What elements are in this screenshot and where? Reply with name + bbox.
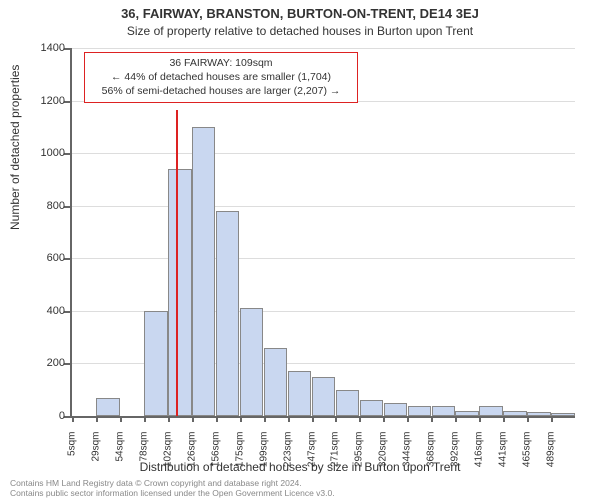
gridline xyxy=(72,153,575,154)
x-tick xyxy=(335,416,337,422)
histogram-bar xyxy=(503,411,526,416)
x-tick-label: 126sqm xyxy=(186,432,197,482)
x-tick xyxy=(407,416,409,422)
x-tick xyxy=(240,416,242,422)
x-tick-label: 271sqm xyxy=(330,432,341,482)
histogram-bar xyxy=(144,311,167,416)
x-tick-label: 465sqm xyxy=(522,432,533,482)
chart-subtitle: Size of property relative to detached ho… xyxy=(0,24,600,38)
x-tick xyxy=(527,416,529,422)
x-tick xyxy=(168,416,170,422)
histogram-bar xyxy=(360,400,383,416)
histogram-bar xyxy=(384,403,407,416)
footer-line-2: Contains public sector information licen… xyxy=(10,488,335,498)
histogram-bar xyxy=(479,406,502,417)
callout-line-1: 36 FAIRWAY: 109sqm xyxy=(91,56,351,70)
histogram-bar xyxy=(288,371,311,416)
x-tick-label: 199sqm xyxy=(258,432,269,482)
chart-title: 36, FAIRWAY, BRANSTON, BURTON-ON-TRENT, … xyxy=(0,6,600,21)
x-tick xyxy=(455,416,457,422)
callout-line-2: ← 44% of detached houses are smaller (1,… xyxy=(91,70,351,84)
histogram-bar xyxy=(432,406,455,417)
histogram-bar xyxy=(192,127,215,416)
x-tick xyxy=(144,416,146,422)
x-tick-label: 344sqm xyxy=(402,432,413,482)
x-tick xyxy=(359,416,361,422)
x-tick-label: 102sqm xyxy=(162,432,173,482)
x-tick xyxy=(264,416,266,422)
x-tick xyxy=(72,416,74,422)
x-tick-label: 441sqm xyxy=(498,432,509,482)
x-tick xyxy=(120,416,122,422)
highlight-marker xyxy=(176,110,178,416)
y-axis-label: Number of detached properties xyxy=(8,65,22,230)
x-tick xyxy=(312,416,314,422)
x-tick-label: 5sqm xyxy=(67,432,78,482)
x-tick-label: 416sqm xyxy=(474,432,485,482)
x-tick-label: 247sqm xyxy=(306,432,317,482)
histogram-bar xyxy=(240,308,263,416)
histogram-bar xyxy=(216,211,239,416)
histogram-bar xyxy=(336,390,359,416)
x-tick xyxy=(479,416,481,422)
x-tick-label: 295sqm xyxy=(354,432,365,482)
x-tick xyxy=(383,416,385,422)
gridline xyxy=(72,206,575,207)
callout-line-3: 56% of semi-detached houses are larger (… xyxy=(91,84,351,98)
histogram-bar xyxy=(455,411,478,416)
histogram-bar xyxy=(168,169,191,416)
x-tick-label: 54sqm xyxy=(114,432,125,482)
x-tick xyxy=(431,416,433,422)
x-tick-label: 156sqm xyxy=(210,432,221,482)
x-tick xyxy=(551,416,553,422)
gridline xyxy=(72,258,575,259)
y-tick-label: 1400 xyxy=(25,42,65,54)
histogram-bar xyxy=(408,406,431,417)
x-tick-label: 320sqm xyxy=(378,432,389,482)
x-tick-label: 78sqm xyxy=(138,432,149,482)
gridline xyxy=(72,48,575,49)
x-tick xyxy=(96,416,98,422)
histogram-bar xyxy=(527,412,550,416)
x-tick-label: 368sqm xyxy=(426,432,437,482)
x-tick-label: 29sqm xyxy=(90,432,101,482)
histogram-figure: 36, FAIRWAY, BRANSTON, BURTON-ON-TRENT, … xyxy=(0,0,600,500)
y-tick-label: 800 xyxy=(25,200,65,212)
y-tick-label: 600 xyxy=(25,252,65,264)
y-tick-label: 200 xyxy=(25,357,65,369)
histogram-bar xyxy=(551,413,574,416)
histogram-bar xyxy=(96,398,119,416)
x-tick-label: 392sqm xyxy=(450,432,461,482)
y-tick-label: 1200 xyxy=(25,95,65,107)
x-tick xyxy=(216,416,218,422)
histogram-bar xyxy=(264,348,287,416)
y-tick-label: 400 xyxy=(25,305,65,317)
plot-area xyxy=(70,48,575,418)
x-tick xyxy=(288,416,290,422)
histogram-bar xyxy=(312,377,335,416)
y-tick-label: 0 xyxy=(25,410,65,422)
callout-box: 36 FAIRWAY: 109sqm ← 44% of detached hou… xyxy=(84,52,358,103)
x-tick xyxy=(192,416,194,422)
x-tick-label: 175sqm xyxy=(234,432,245,482)
x-tick-label: 489sqm xyxy=(546,432,557,482)
x-tick xyxy=(503,416,505,422)
y-tick-label: 1000 xyxy=(25,147,65,159)
x-tick-label: 223sqm xyxy=(282,432,293,482)
